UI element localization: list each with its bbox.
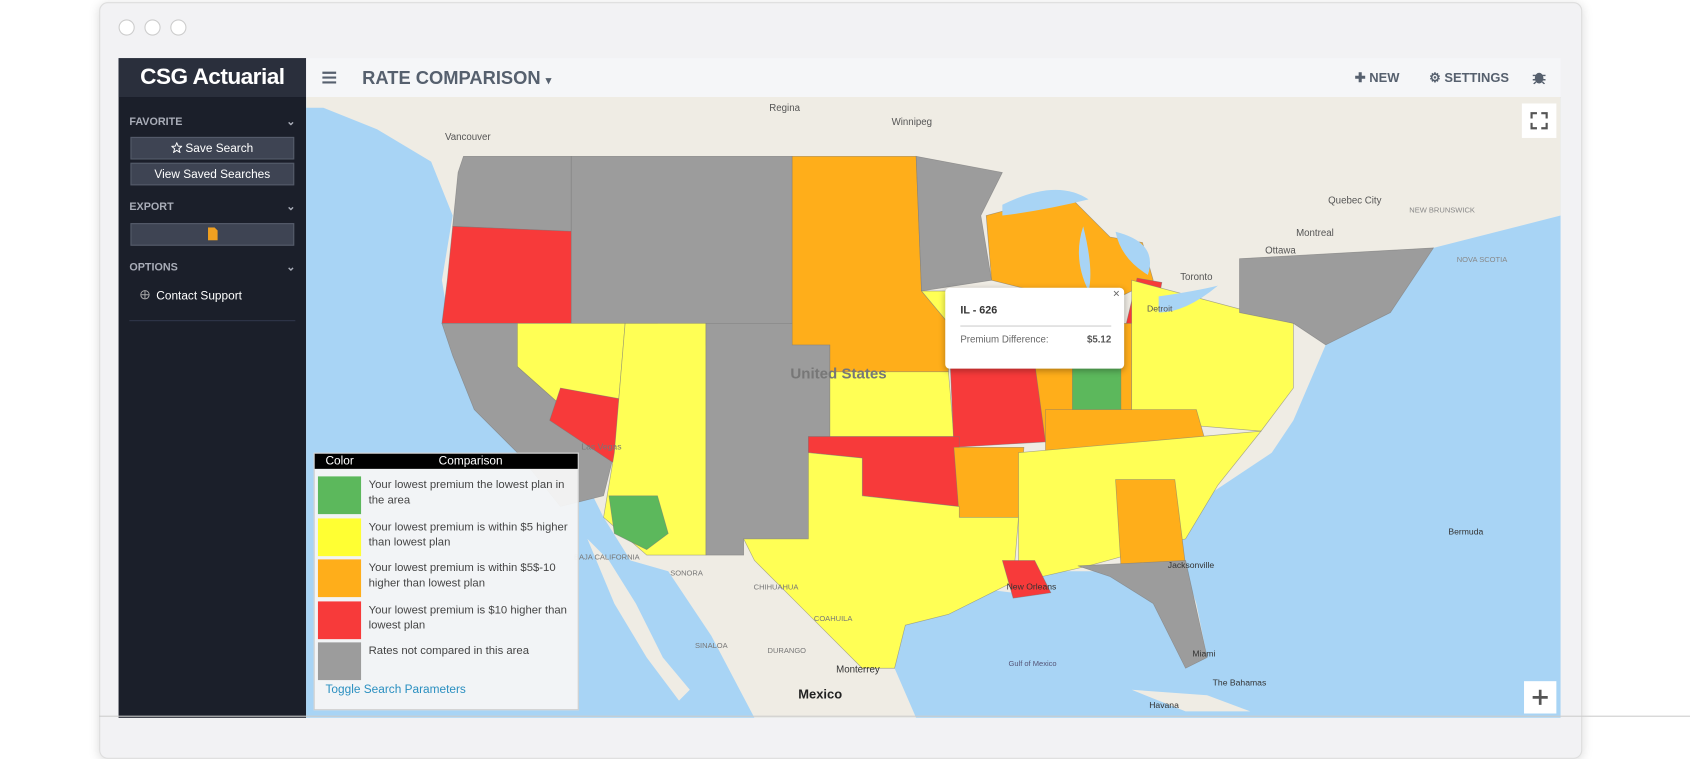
map-label: CHIHUAHUA: [754, 583, 800, 592]
fullscreen-button[interactable]: [1521, 103, 1557, 138]
legend-text: Rates not compared in this area: [368, 644, 530, 658]
legend-text: Your lowest premium is $10 higher than l…: [368, 603, 567, 632]
map-controls: [1521, 103, 1557, 714]
legend: Color Comparison Your lowest premium the…: [313, 452, 579, 711]
map-label: Jacksonville: [1168, 560, 1215, 570]
new-button[interactable]: ✚ NEW: [1354, 70, 1400, 86]
legend-swatch: [317, 600, 362, 639]
map-label: Gulf of Mexico: [1008, 659, 1056, 668]
popup: × IL - 626 Premium Difference: $5.12: [945, 287, 1125, 369]
button-text: View Saved Searches: [154, 168, 271, 182]
map-label: DURANGO: [768, 646, 807, 655]
popup-label: Premium Difference:: [960, 334, 1049, 345]
sidebar: CSG Actuarial FAVORITE ⌄ Save Search View…: [118, 58, 307, 718]
screen: CSG Actuarial FAVORITE ⌄ Save Search View…: [99, 2, 1690, 759]
window-control[interactable]: [144, 19, 161, 36]
brand[interactable]: CSG Actuarial: [118, 58, 307, 98]
map-label: New Orleans: [1007, 582, 1057, 592]
map-label: SONORA: [670, 569, 704, 578]
page-title[interactable]: RATE COMPARISON ▾: [362, 67, 552, 89]
legend-header-text: Comparison: [438, 454, 503, 468]
divider: [960, 325, 1112, 327]
page-title-text: RATE COMPARISON: [362, 67, 541, 89]
map-label: Monterrey: [836, 665, 880, 676]
legend-text: Your lowest premium is within $5$-10 hig…: [368, 561, 556, 590]
legend-swatch: [317, 559, 362, 598]
map-label: Ottawa: [1265, 245, 1296, 256]
window-control[interactable]: [118, 19, 135, 36]
legend-swatch: [317, 476, 362, 515]
section-title[interactable]: FAVORITE ⌄: [129, 116, 296, 129]
zoom-in-icon: [1532, 689, 1548, 705]
map-label: Las Vegas: [581, 441, 621, 451]
section-title[interactable]: OPTIONS ⌄: [129, 261, 296, 274]
map-label: COAHUILA: [814, 614, 853, 623]
map-label: Detroit: [1147, 303, 1173, 313]
map-label: Montreal: [1296, 228, 1334, 239]
topbar: RATE COMPARISON ▾ ✚ NEW ⚙ SETTINGS: [306, 58, 1561, 99]
map-label: Quebec City: [1328, 196, 1381, 207]
globe-icon: [140, 290, 150, 300]
legend-swatch: [317, 642, 362, 681]
map-label: Toronto: [1180, 272, 1212, 283]
map-label: Regina: [769, 103, 800, 114]
page: CSG Actuarial FAVORITE ⌄ Save Search View…: [99, 2, 1690, 759]
map-label: Bermuda: [1448, 527, 1483, 537]
button-text: Save Search: [185, 142, 254, 156]
file-icon: [208, 227, 218, 241]
close-button[interactable]: ×: [1112, 287, 1120, 301]
window-control[interactable]: [170, 19, 187, 36]
map-label: The Bahamas: [1213, 677, 1267, 687]
legend-text: Your lowest premium is within $5 higher …: [368, 520, 568, 549]
action-text: SETTINGS: [1444, 70, 1510, 86]
divider: [129, 320, 296, 322]
fullscreen-icon: [1530, 112, 1548, 130]
section-title-text: FAVORITE: [129, 116, 183, 129]
star-icon: [170, 141, 183, 154]
great-lakes: [1002, 189, 1218, 313]
legend-swatch: [317, 517, 362, 556]
map-label: NEW BRUNSWICK: [1409, 205, 1475, 214]
button[interactable]: View Saved Searches: [130, 162, 295, 186]
bottom-edge: [99, 715, 1690, 717]
map-labels: Regina Winnipeg Vancouver Quebec City NEW BR…: [445, 103, 1508, 710]
map-label: Vancouver: [445, 132, 491, 143]
map-label: BAJA CALIFORNIA: [574, 552, 641, 561]
map-label: Havana: [1149, 700, 1179, 710]
link-text: Contact Support: [156, 289, 242, 303]
menu-icon[interactable]: [322, 71, 337, 84]
link[interactable]: Contact Support: [140, 290, 242, 303]
map-label: Winnipeg: [892, 117, 932, 128]
section-title-text: EXPORT: [129, 201, 174, 214]
settings-button[interactable]: ⚙ SETTINGS: [1429, 70, 1510, 86]
legend-header-text: Color: [325, 454, 354, 468]
popup-value: $5.12: [1086, 334, 1112, 345]
map-label: Mexico: [798, 686, 842, 701]
land: [1131, 689, 1251, 712]
map-label: SINALOA: [695, 641, 729, 650]
action-text: NEW: [1369, 70, 1400, 86]
map-label: United States: [790, 365, 886, 382]
popup-title: IL - 626: [960, 305, 998, 317]
legend-header: Color Comparison: [314, 453, 578, 469]
bug-icon[interactable]: [1532, 70, 1546, 85]
export-button[interactable]: [130, 223, 295, 246]
map-label: Miami: [1192, 648, 1215, 658]
map-label: NOVA SCOTIA: [1457, 255, 1508, 264]
section-title-text: OPTIONS: [129, 261, 178, 274]
button[interactable]: Save Search: [130, 136, 295, 160]
brand-text: CSG Actuarial: [140, 64, 285, 90]
legend-text: Your lowest premium the lowest plan in t…: [368, 478, 565, 507]
section-title[interactable]: EXPORT ⌄: [129, 201, 296, 214]
toggle-link[interactable]: Toggle Search Parameters: [325, 683, 466, 697]
land: [587, 538, 690, 701]
